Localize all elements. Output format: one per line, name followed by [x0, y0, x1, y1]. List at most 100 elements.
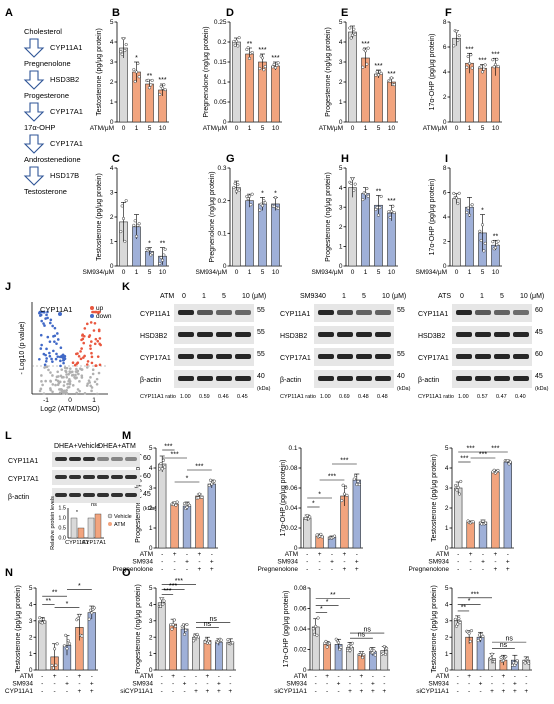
x-tick-label: 5: [481, 269, 485, 276]
data-point: [495, 242, 499, 247]
treatment-mark: -: [482, 566, 484, 573]
data-point: [200, 495, 204, 499]
treatment-mark: +: [171, 673, 175, 680]
data-point: [80, 634, 84, 638]
data-point: [272, 204, 276, 208]
significance-label: **: [147, 73, 153, 80]
treatment-mark: +: [502, 688, 506, 695]
treatment-mark: -: [356, 551, 358, 558]
data-point: [496, 64, 500, 68]
volcano-point: [39, 387, 43, 391]
y-tick-label: 5: [110, 19, 114, 26]
data-point: [375, 70, 379, 74]
blot-band: [216, 332, 232, 337]
treatment-mark: +: [194, 688, 198, 695]
data-point: [376, 213, 381, 217]
data-point: [236, 182, 240, 187]
data-point: [133, 219, 137, 223]
treatment-row-label: SM934: [132, 559, 153, 566]
y-tick-label: 0: [445, 667, 449, 674]
data-point: [359, 651, 363, 655]
y-tick-label: 0: [110, 119, 114, 126]
y-tick-label: 0.04: [285, 505, 298, 512]
volcano-point: [54, 357, 58, 361]
data-point: [158, 604, 163, 608]
blot-group-label: DHEA+Vehicle: [54, 443, 100, 450]
data-point: [457, 34, 461, 38]
molecular-weight-marker: 40: [397, 373, 405, 380]
blot-band: [55, 475, 67, 479]
volcano-point: [38, 310, 42, 314]
data-point: [492, 660, 496, 664]
significance-label: ns: [91, 502, 97, 508]
x-tick-label: 5: [261, 125, 265, 132]
treatment-mark: -: [457, 688, 459, 695]
x-tick-label: CYP11A1: [65, 540, 89, 546]
significance-label: ***: [164, 444, 172, 451]
data-point: [340, 499, 344, 503]
blot-header: SM934: [300, 293, 322, 300]
volcano-point: [95, 382, 99, 386]
volcano-point: [71, 384, 75, 387]
y-tick-label: 0.05: [214, 99, 227, 106]
data-point: [383, 652, 388, 656]
blot-band: [216, 376, 232, 381]
volcano-point: [50, 357, 53, 361]
treatment-mark: +: [78, 673, 82, 680]
volcano-point: [86, 360, 90, 363]
volcano-point: [45, 313, 48, 317]
y-tick-label: 3: [445, 618, 449, 625]
y-tick-label: 0: [294, 545, 298, 552]
data-point: [353, 182, 357, 186]
data-point: [234, 189, 239, 193]
y-tick-label: 0: [445, 545, 449, 552]
y-tick-label: 1: [29, 651, 33, 658]
data-point: [458, 621, 462, 625]
data-point: [124, 199, 128, 203]
data-point: [219, 638, 223, 642]
significance-label: *: [78, 583, 81, 590]
chart-I: 0 2 4 6 8 17α-OHP (pg/μg protein) 0 1 * 5 ** 10 SM93…: [415, 165, 502, 276]
volcano-point: [95, 377, 99, 381]
x-tick-label: 0: [122, 125, 126, 132]
significance-label: *: [320, 606, 323, 613]
blot-membrane: [452, 304, 532, 322]
volcano-point: [98, 363, 102, 367]
significance-label: ***: [163, 588, 171, 595]
y-tick-label: 0: [149, 545, 153, 552]
volcano-point: [83, 327, 87, 330]
blot-dose-label: 0: [460, 293, 464, 300]
significance-label: ***: [374, 63, 382, 70]
blot-band: [494, 310, 510, 315]
western-blot-K3: ATS 0 1 5 10 (μM) CYP11A1 60 HSD3B2 45 CYP17A1 60 β…: [418, 293, 549, 400]
volcano-point: [85, 366, 89, 369]
bar: [94, 513, 102, 539]
treatment-mark: -: [383, 681, 385, 688]
volcano-point: [58, 391, 62, 394]
y-tick-label: 0.08: [294, 585, 307, 592]
bar: [87, 517, 95, 539]
blot-band: [375, 310, 391, 315]
treatment-mark: +: [228, 688, 232, 695]
y-tick-label: 6: [443, 190, 447, 197]
treatment-row-label: CYP11A1: [5, 688, 33, 695]
y-tick-label: 0.04: [294, 626, 307, 633]
data-point: [247, 194, 252, 198]
treatment-mark: -: [66, 673, 68, 680]
data-point: [481, 634, 485, 638]
treatment-mark: -: [479, 673, 481, 680]
volcano-point: [62, 361, 65, 365]
bar: [491, 471, 500, 549]
significance-label: ***: [171, 452, 179, 459]
blot-band: [513, 376, 529, 381]
volcano-point: [98, 310, 101, 314]
y-tick-label: 2: [339, 79, 343, 86]
chart-F: 0 2 4 6 8 17α-OHP (pg/μg protein) 0 *** 1 *** 5 ***…: [423, 19, 502, 132]
treatment-mark: +: [173, 551, 177, 558]
treatment-mark: +: [513, 681, 517, 688]
y-tick-label: 0.06: [294, 606, 307, 613]
blot-band: [375, 354, 391, 359]
x-tick-label: 0: [351, 125, 355, 132]
treatment-mark: -: [306, 559, 308, 566]
significance-label: ***: [460, 456, 468, 463]
